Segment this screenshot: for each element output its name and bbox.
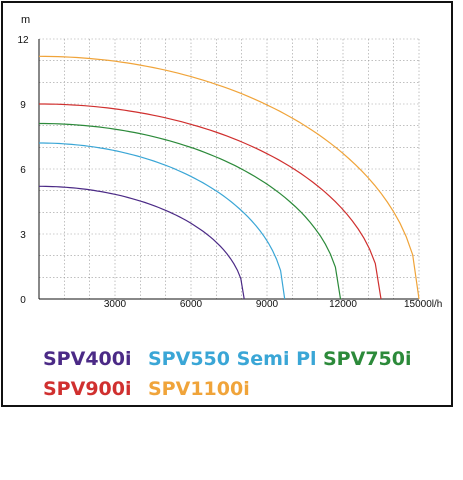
axes: [38, 39, 419, 300]
series-line: [38, 55, 420, 300]
legend-entry: SPV1100i: [148, 378, 250, 400]
legend-entry: SPV550 Semi Pl: [148, 348, 317, 370]
series-line: [39, 185, 245, 300]
legend-entry: SPV900i: [43, 378, 132, 400]
x-tick-label: 9000: [256, 299, 279, 310]
pump-curve-chart: 3000 6000 9000 12000 15000l/h 0 3 6 9 12 m SPV400…: [17, 14, 442, 400]
x-tick-label: 12000: [329, 299, 357, 310]
x-tick-label: 15000l/h: [404, 299, 442, 310]
series-line: [39, 103, 382, 300]
y-tick-label: 9: [20, 100, 26, 111]
legend-entry: SPV400i: [43, 348, 132, 370]
chart-frame: 3000 6000 9000 12000 15000l/h 0 3 6 9 12 m SPV400…: [1, 1, 453, 407]
series-line: [39, 142, 286, 300]
series-curves: [38, 55, 420, 300]
tick-labels: 3000 6000 9000 12000 15000l/h 0 3 6 9 12: [17, 35, 442, 310]
legend: SPV400i SPV550 Semi Pl SPV750i SPV900i SPV11…: [43, 348, 412, 400]
x-tick-label: 3000: [104, 299, 127, 310]
legend-entry: SPV750i: [323, 348, 412, 370]
x-tick-label: 6000: [180, 299, 203, 310]
series-line: [39, 122, 342, 300]
y-unit-label: m: [21, 14, 30, 26]
grid-lines: [39, 38, 420, 299]
y-tick-label: 6: [20, 165, 26, 176]
y-tick-label: 0: [20, 295, 26, 306]
y-tick-label: 3: [20, 230, 26, 241]
y-tick-label: 12: [17, 35, 29, 46]
